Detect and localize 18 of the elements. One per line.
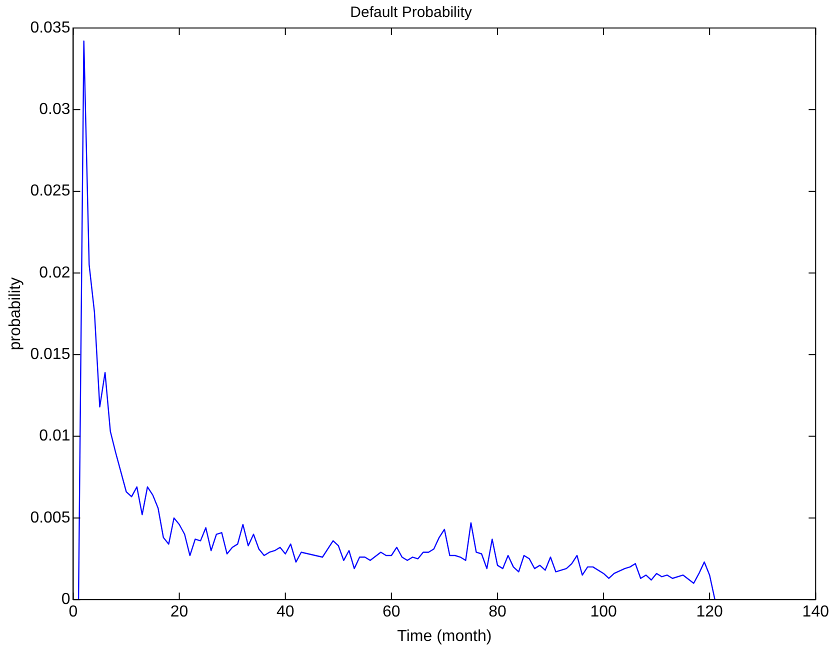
x-tick-label: 100 bbox=[590, 604, 617, 621]
y-tick-label: 0.01 bbox=[39, 428, 70, 445]
x-tick-label: 60 bbox=[382, 604, 400, 621]
x-tick-label: 80 bbox=[488, 604, 506, 621]
x-tick-label: 20 bbox=[170, 604, 188, 621]
x-axis-title: Time (month) bbox=[397, 628, 492, 645]
y-tick-label: 0.015 bbox=[30, 346, 70, 364]
y-tick-label: 0.005 bbox=[30, 509, 70, 526]
chart-title: Default Probability bbox=[350, 4, 472, 22]
x-tick-label: 140 bbox=[802, 604, 830, 621]
y-tick-label: 0 bbox=[61, 591, 70, 608]
x-tick-label: 40 bbox=[276, 604, 294, 621]
y-axis-title: probability bbox=[7, 277, 24, 350]
y-tick-label: 0.03 bbox=[39, 101, 70, 118]
y-tick-label: 0.02 bbox=[39, 264, 70, 282]
y-tick-label: 0.035 bbox=[30, 19, 70, 36]
x-tick-label: 120 bbox=[696, 604, 724, 621]
y-tick-label: 0.025 bbox=[30, 182, 70, 200]
